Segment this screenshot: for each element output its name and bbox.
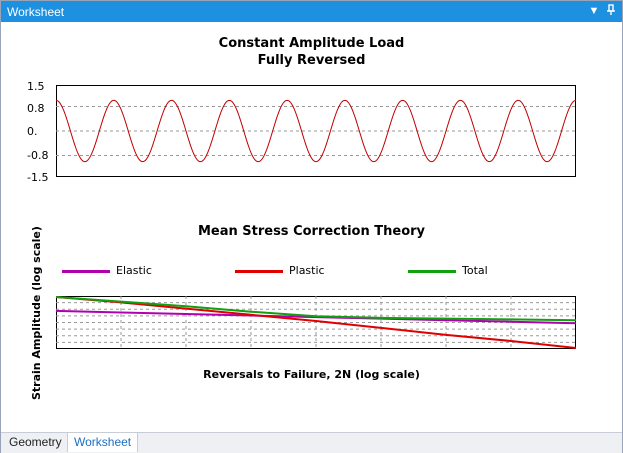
load-chart-title-line2: Fully Reversed	[257, 53, 366, 68]
load-sine-series	[56, 99, 576, 163]
correction-chart-title: Mean Stress Correction Theory	[197, 224, 426, 239]
legend-label-plastic: Plastic	[289, 264, 325, 277]
series-line-plastic	[56, 296, 576, 349]
pin-icon[interactable]	[604, 4, 618, 18]
dropdown-icon[interactable]: ▼	[588, 5, 600, 17]
load-ytick-3: -0.8	[27, 149, 49, 162]
load-chart-plot	[56, 85, 576, 177]
bottom-tab-bar: Geometry Worksheet	[1, 432, 622, 453]
load-chart-title-line1: Constant Amplitude Load	[218, 36, 405, 51]
load-ytick-4: -1.5	[27, 171, 49, 184]
legend-swatch-elastic	[62, 270, 110, 273]
load-ytick-0: 1.5	[27, 80, 45, 93]
correction-chart-plot	[56, 296, 576, 349]
legend-swatch-total	[408, 270, 456, 273]
pin-glyph	[607, 4, 615, 15]
panel-title-bar: Worksheet ▼	[1, 1, 622, 22]
legend-label-elastic: Elastic	[116, 264, 152, 277]
legend-swatch-plastic	[235, 270, 283, 273]
tab-geometry[interactable]: Geometry	[3, 433, 68, 452]
series-line-total	[56, 296, 576, 322]
load-ytick-1: 0.8	[27, 102, 45, 115]
worksheet-content: Constant Amplitude Load Fully Reversed 1…	[1, 22, 622, 432]
panel-title: Worksheet	[7, 5, 65, 19]
tab-worksheet[interactable]: Worksheet	[67, 433, 139, 452]
legend-label-total: Total	[462, 264, 488, 277]
load-ytick-2: 0.	[27, 125, 38, 138]
correction-xlabel: Reversals to Failure, 2N (log scale)	[203, 368, 420, 381]
